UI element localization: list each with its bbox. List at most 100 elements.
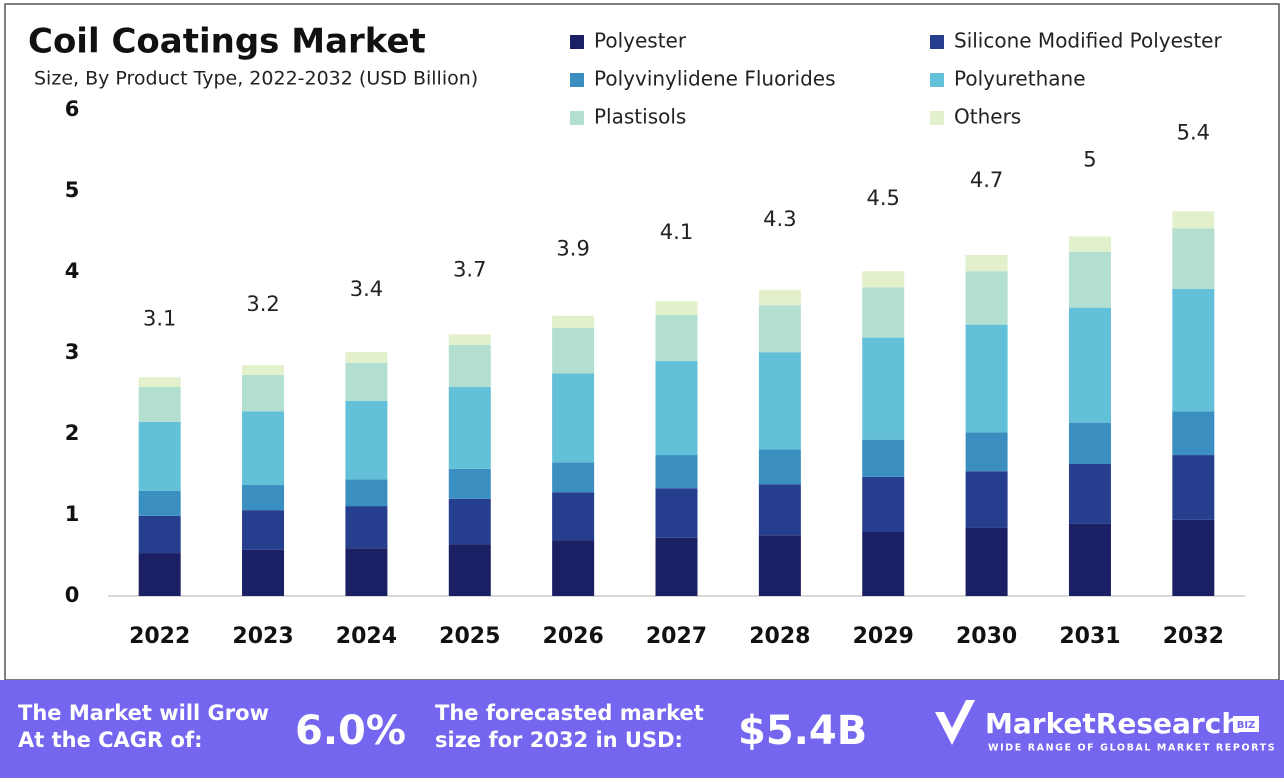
x-tick-label: 2027 [646,624,707,649]
x-tick-label: 2031 [1059,624,1120,649]
bar-segment [1068,236,1111,252]
bar-segment [862,532,905,596]
x-tick-label: 2026 [543,624,604,649]
bar-segment [655,537,698,596]
legend-label: Polyvinylidene Fluorides [594,67,836,91]
legend-label: Plastisols [594,105,686,129]
x-tick-label: 2025 [439,624,500,649]
bar-segment [138,490,181,516]
total-label: 5 [1083,147,1096,171]
total-label: 3.9 [556,237,589,261]
legend-swatch [930,35,944,49]
y-tick-label: 5 [65,178,80,202]
forecast-value: $5.4B [738,708,867,754]
bar-segment [1068,307,1111,423]
bar-segment [965,432,1008,472]
bar-segment [448,387,491,469]
bar-segment [242,510,285,550]
cagr-value: 6.0% [295,708,406,754]
bar-segment [758,484,801,536]
bar-segment [758,305,801,353]
bar-segment [138,421,181,491]
y-tick-label: 3 [65,340,80,364]
cagr-text: The Market will Grow At the CAGR of: [18,701,269,752]
bar-segment [138,387,181,422]
bar-segment [242,365,285,375]
total-label: 3.7 [453,257,486,281]
y-tick-label: 2 [65,421,80,445]
x-tick-label: 2024 [336,624,397,649]
bar-segment [965,271,1008,325]
bar-segment [448,334,491,345]
bar-segment [138,377,181,388]
y-tick-label: 1 [65,502,80,526]
bar-segment [655,314,698,362]
bar-segment [655,455,698,489]
bar-segment [862,476,905,533]
bar-segment [758,352,801,450]
total-label: 4.7 [970,168,1003,192]
logo: MarketResearch [985,707,1241,740]
bar-segment [862,271,905,288]
bar-segment [552,462,595,493]
logo-badge-bg [1233,716,1259,732]
bar-segment [862,337,905,440]
legend-swatch [570,35,584,49]
logo-icon [935,700,975,745]
bar-segment [448,498,491,545]
logo-badge: BIZ [1237,720,1256,731]
footer-banner [0,680,1284,778]
bar-segment [345,548,388,596]
legend-swatch [570,73,584,87]
bar-segment [1172,289,1215,412]
bar-segment [448,544,491,596]
chart-subtitle: Size, By Product Type, 2022-2032 (USD Bi… [34,68,478,90]
bar-segment [552,315,595,328]
bar-segment [655,361,698,456]
bar-segment [1068,422,1111,464]
bar-segment [1172,455,1215,520]
bar-segment [242,485,285,511]
total-label: 3.1 [143,306,176,330]
legend-label: Polyester [594,29,687,53]
bar-segment [655,301,698,315]
bar-segment [242,411,285,486]
x-tick-label: 2029 [853,624,914,649]
logo-tagline: WIDE RANGE OF GLOBAL MARKET REPORTS [988,743,1276,754]
y-tick-label: 0 [65,583,80,607]
legend-swatch [570,111,584,125]
bar-segment [448,344,491,388]
total-label: 5.4 [1177,120,1210,144]
bar-segment [138,515,181,554]
bar-segment [552,327,595,374]
chart-title: Coil Coatings Market [28,22,426,62]
x-tick-label: 2022 [129,624,190,649]
footer: The Market will Grow At the CAGR of: 6.0… [18,700,1276,754]
forecast-text: The forecasted market size for 2032 in U… [435,701,704,752]
bar-segment [345,479,388,507]
total-label: 3.4 [350,277,383,301]
total-label: 4.5 [867,186,900,210]
total-label: 4.3 [763,207,796,231]
bar-segment [552,540,595,596]
bar-segment [1068,463,1111,524]
legend-label: Silicone Modified Polyester [954,29,1222,53]
bar-segment [448,468,491,499]
x-tick-label: 2023 [232,624,293,649]
bar-segment [758,449,801,485]
bar-segment [965,527,1008,596]
legend-label: Others [954,105,1021,129]
bar-segment [758,535,801,596]
bar-segment [242,374,285,412]
bar-segment [242,549,285,596]
bar-segment [345,400,388,480]
bar-segment [552,373,595,463]
bar-segment [862,439,905,477]
bar-segment [758,289,801,306]
bar-segment [1068,523,1111,596]
bar-segment [862,287,905,338]
bar-segment [138,553,181,596]
total-label: 4.1 [660,220,693,244]
bar-segment [552,492,595,541]
